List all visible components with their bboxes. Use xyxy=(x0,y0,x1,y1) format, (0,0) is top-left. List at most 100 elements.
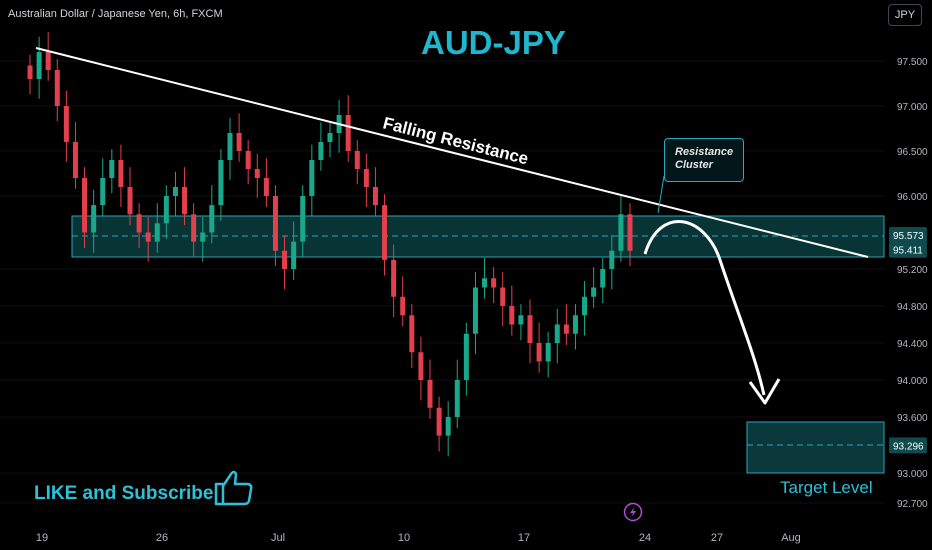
thumbs-up-icon xyxy=(214,470,253,506)
price-label-bg xyxy=(889,437,927,454)
candle-body xyxy=(272,196,278,251)
candle-body xyxy=(36,52,42,79)
candle-body xyxy=(318,142,324,160)
candle-body xyxy=(354,151,360,169)
y-tick-label: 94.000 xyxy=(897,376,928,387)
candle-body xyxy=(382,205,388,260)
falling-resistance-trendline xyxy=(35,47,869,258)
y-tick-label: 97.000 xyxy=(897,102,928,113)
candle-body xyxy=(182,187,188,215)
x-tick-label: Aug xyxy=(781,532,801,544)
candle-body xyxy=(436,407,442,436)
candle-body xyxy=(100,178,106,206)
candle-body xyxy=(463,333,469,380)
candle-body xyxy=(63,106,69,142)
price-labels: 95.573 95.411 93.296 xyxy=(889,226,927,454)
candle-body xyxy=(482,278,488,288)
candle-body xyxy=(200,232,206,242)
x-tick-label: 27 xyxy=(711,532,723,544)
candle-body xyxy=(118,160,124,187)
like-subscribe-text: LIKE and Subscribe xyxy=(34,483,214,504)
lightning-icon xyxy=(623,502,643,522)
candle-body xyxy=(427,380,433,408)
candle-body xyxy=(536,343,542,362)
candle-body xyxy=(582,296,588,316)
candle-body xyxy=(454,380,460,417)
symbol-title: Australian Dollar / Japanese Yen, 6h, FX… xyxy=(8,8,223,20)
candle-body xyxy=(136,214,142,233)
candle-body xyxy=(245,151,251,169)
candles xyxy=(27,32,633,457)
y-tick-label: 94.800 xyxy=(897,302,928,313)
candle-body xyxy=(609,250,615,269)
candle-body xyxy=(400,296,406,316)
price-label: 95.411 xyxy=(893,246,923,257)
candle-body xyxy=(500,287,506,306)
price-label: 93.296 xyxy=(893,441,924,452)
candle-body xyxy=(372,187,378,206)
target-level-label: Target Level xyxy=(780,478,873,497)
candle-body xyxy=(391,259,397,297)
candle-body xyxy=(72,142,78,178)
candle-body xyxy=(627,214,633,251)
y-tick-label: 97.500 xyxy=(897,57,928,68)
candle-body xyxy=(127,187,133,215)
candle-body xyxy=(282,250,288,269)
candle-body xyxy=(554,324,560,343)
x-tick-label: 17 xyxy=(518,532,530,544)
y-tick-label: 93.000 xyxy=(897,469,928,480)
price-label-bg xyxy=(889,226,927,243)
candle-body xyxy=(218,160,224,206)
candle-body xyxy=(54,70,60,106)
y-tick-label: 96.000 xyxy=(897,192,928,203)
arrowhead xyxy=(748,378,781,405)
price-axis: 97.500 97.000 96.500 96.000 95.200 94.800 94.4… xyxy=(897,57,928,510)
candle-body xyxy=(263,178,269,196)
candle-body xyxy=(154,223,160,242)
chart-grid xyxy=(0,60,884,504)
candle-body xyxy=(45,52,51,70)
y-tick-label: 93.600 xyxy=(897,413,928,424)
candle-body xyxy=(163,196,169,224)
candle-body xyxy=(300,196,306,242)
candle-body xyxy=(172,187,178,196)
candle-body xyxy=(518,315,524,325)
candle-body xyxy=(236,133,242,151)
candle-body xyxy=(591,287,597,297)
candle-body xyxy=(409,315,415,353)
callout-leader xyxy=(657,175,665,214)
candle-body xyxy=(82,178,88,233)
price-label: 95.573 xyxy=(893,231,924,242)
y-tick-label: 96.500 xyxy=(897,147,928,158)
y-tick-label: 92.700 xyxy=(897,499,928,510)
y-tick-label: 95.200 xyxy=(897,265,928,276)
target-zone xyxy=(746,421,885,474)
candle-body xyxy=(227,133,233,160)
resistance-cluster-callout: Resistance Cluster xyxy=(664,138,744,182)
time-axis: 19 26 Jul 10 17 24 27 Aug xyxy=(36,532,801,544)
candle-body xyxy=(254,169,260,178)
candle-body xyxy=(145,232,151,242)
candle-body xyxy=(363,169,369,187)
price-label-bg xyxy=(889,241,927,258)
candle-body xyxy=(209,205,215,233)
candle-body xyxy=(527,315,533,343)
candle-body xyxy=(109,160,115,178)
candle-body xyxy=(491,278,497,288)
candle-body xyxy=(27,65,33,79)
candle-body xyxy=(91,205,97,233)
x-tick-label: Jul xyxy=(271,532,285,544)
candle-body xyxy=(191,214,197,242)
x-tick-label: 10 xyxy=(398,532,410,544)
currency-selector[interactable]: JPY xyxy=(888,4,922,26)
projection-arrow xyxy=(643,220,766,396)
candle-body xyxy=(445,417,451,436)
candle-body xyxy=(545,343,551,362)
candle-body xyxy=(618,214,624,251)
candle-body xyxy=(291,241,297,269)
candle-body xyxy=(472,287,478,334)
candle-body xyxy=(572,315,578,334)
candle-body xyxy=(563,324,569,334)
x-tick-label: 24 xyxy=(639,532,651,544)
